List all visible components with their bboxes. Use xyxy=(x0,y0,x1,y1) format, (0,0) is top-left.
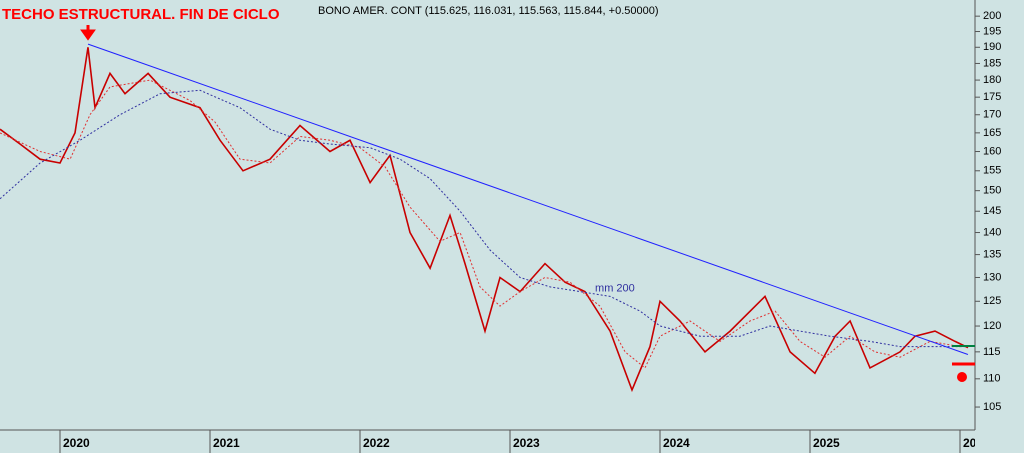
x-tick-label: 2025 xyxy=(813,436,840,450)
annotation: TECHO ESTRUCTURAL. FIN DE CICLO xyxy=(2,6,280,23)
y-tick-label: 140 xyxy=(983,226,1001,238)
y-tick-label: 115 xyxy=(983,346,1001,358)
y-tick-label: 130 xyxy=(983,271,1001,283)
y-tick-label: 125 xyxy=(983,295,1001,307)
y-tick-label: 170 xyxy=(983,109,1001,121)
x-tick-label: 2022 xyxy=(363,436,390,450)
header: BONO AMER. CONT (115.625, 116.031, 115.5… xyxy=(318,5,659,17)
y-tick-label: 155 xyxy=(983,165,1001,177)
x-tick-label: 2020 xyxy=(63,436,90,450)
y-tick-label: 105 xyxy=(983,401,1001,413)
y-tick-label: 165 xyxy=(983,127,1001,139)
y-tick-label: 145 xyxy=(983,205,1001,217)
y-tick-label: 150 xyxy=(983,185,1001,197)
y-tick-label: 120 xyxy=(983,320,1001,332)
series-label: mm 200 xyxy=(595,282,635,294)
y-tick-label: 200 xyxy=(983,10,1001,22)
y-tick-label: 135 xyxy=(983,248,1001,260)
arrow xyxy=(80,25,96,41)
y-tick-label: 180 xyxy=(983,74,1001,86)
y-tick-label: 175 xyxy=(983,91,1001,103)
y-tick-label: 185 xyxy=(983,57,1001,69)
x-tick-label: 2023 xyxy=(513,436,540,450)
series-line xyxy=(0,89,965,348)
series-line xyxy=(0,47,969,393)
x-tick-label: 2026 xyxy=(963,436,990,450)
marker-dot xyxy=(957,372,967,382)
y-tick-label: 110 xyxy=(983,373,1001,385)
axis-panel xyxy=(975,0,1024,453)
x-tick-label: 2021 xyxy=(213,436,240,450)
plot-area xyxy=(0,43,969,393)
y-tick-label: 190 xyxy=(983,41,1001,53)
series-line xyxy=(0,79,961,369)
x-tick-label: 2024 xyxy=(663,436,690,450)
y-tick-label: 195 xyxy=(983,25,1001,37)
trendline xyxy=(87,43,969,355)
y-tick-label: 160 xyxy=(983,145,1001,157)
